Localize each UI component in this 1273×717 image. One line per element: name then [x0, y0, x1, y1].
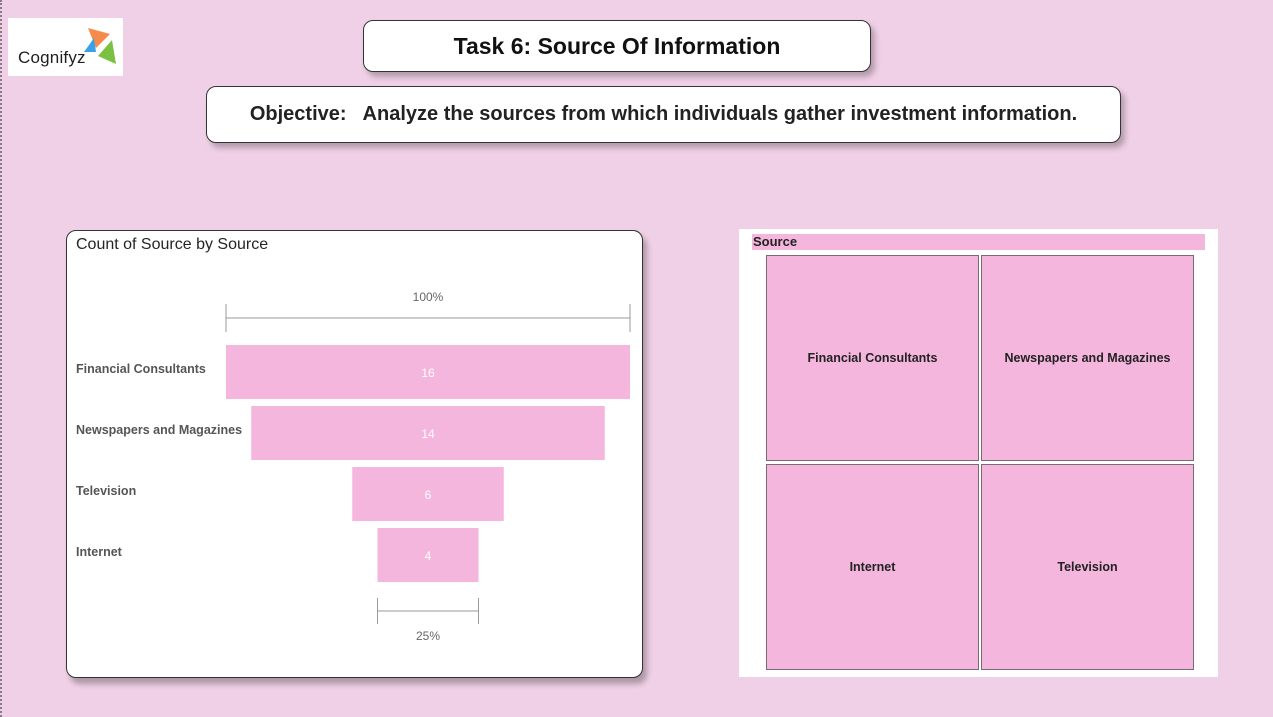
funnel-category-label: Newspapers and Magazines [76, 423, 242, 437]
treemap-header: Source [752, 234, 1205, 250]
treemap-tile-television[interactable]: Television [981, 464, 1194, 670]
funnel-top-bracket [225, 304, 631, 332]
objective-label: Objective: [249, 103, 347, 125]
funnel-bottom-pct-label: 25% [416, 629, 440, 643]
page-title: Task 6: Source Of Information [363, 20, 871, 72]
funnel-category-label: Internet [76, 545, 123, 559]
page-edge-marker [0, 0, 2, 717]
funnel-bar[interactable] [377, 528, 479, 582]
treemap-tile-newspapers-magazines[interactable]: Newspapers and Magazines [981, 255, 1194, 461]
funnel-bottom-bracket [377, 598, 479, 624]
treemap-card[interactable]: Source Financial Consultants Newspapers … [739, 229, 1218, 677]
funnel-bar-value-label: 6 [425, 488, 432, 502]
funnel-bar-value-label: 16 [421, 366, 435, 380]
logo-triangles-icon [84, 28, 116, 64]
funnel-category-label: Financial Consultants [76, 362, 206, 376]
cognifyz-logo: Cognifyz [8, 18, 123, 76]
objective-banner: Objective: Analyze the sources from whic… [206, 86, 1121, 143]
funnel-bar-value-label: 4 [425, 549, 432, 563]
funnel-chart-card[interactable]: Count of Source by Source 100% 16 Financia… [66, 230, 643, 678]
funnel-bar[interactable] [251, 406, 605, 460]
treemap-tile-internet[interactable]: Internet [766, 464, 979, 670]
objective-text: Analyze the sources from which individua… [362, 103, 1078, 125]
treemap-tile-financial-consultants[interactable]: Financial Consultants [766, 255, 979, 461]
funnel-chart: 100% 16 Financial Consultants 14 Newspapers … [76, 290, 631, 643]
logo-text: Cognifyz [18, 48, 86, 67]
funnel-top-pct-label: 100% [413, 290, 444, 304]
funnel-bar[interactable] [352, 467, 504, 521]
funnel-category-label: Television [76, 484, 136, 498]
funnel-bar[interactable] [226, 345, 630, 399]
funnel-bar-value-label: 14 [421, 427, 435, 441]
treemap-title: Source [753, 234, 798, 249]
chart-title: Count of Source by Source [76, 236, 269, 253]
